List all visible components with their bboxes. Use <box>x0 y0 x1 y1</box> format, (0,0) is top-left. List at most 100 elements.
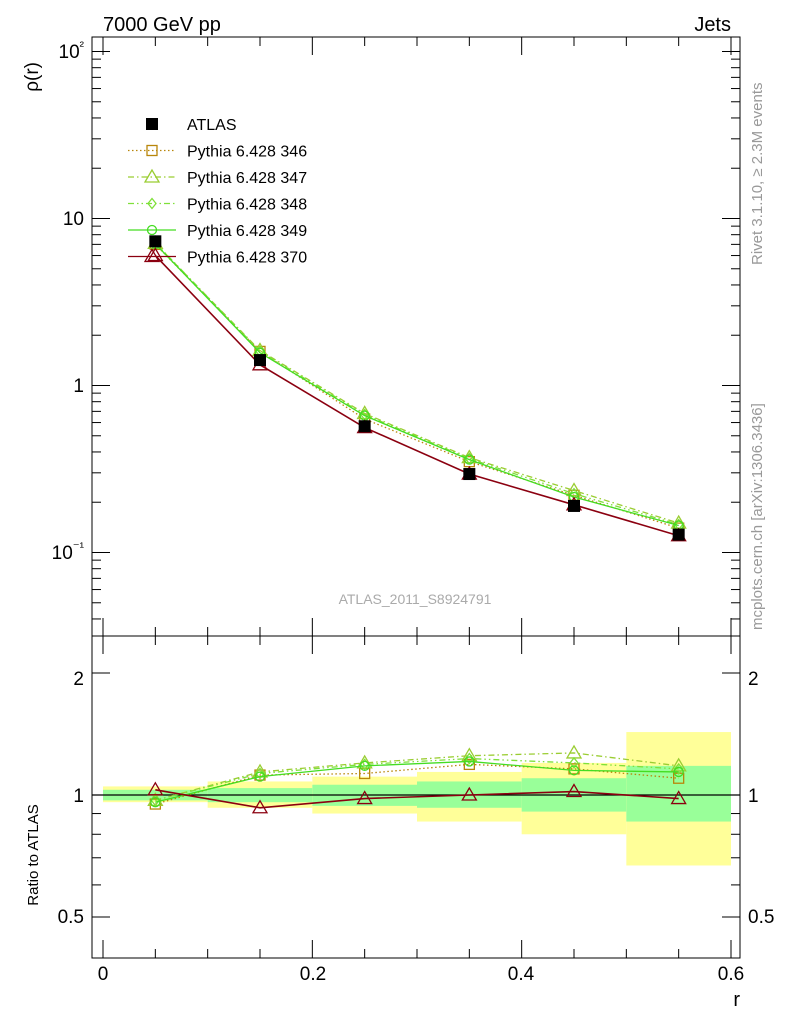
series-line <box>154 242 679 526</box>
ratio-data-point <box>673 766 684 778</box>
legend-label: Pythia 6.428 347 <box>187 170 307 187</box>
ratio-data-point <box>150 797 161 808</box>
ratio-series-line <box>155 757 679 801</box>
ratio-data-point <box>464 756 475 767</box>
ratio-series-pythia-6-428-370 <box>147 781 687 814</box>
ratio-data-point <box>147 781 164 796</box>
series-pythia-6-428-370 <box>147 247 687 542</box>
xtick-label-0.2: 0.2 <box>300 964 326 985</box>
ratio-data-point <box>254 769 266 781</box>
legend-entry: Pythia 6.428 348 <box>128 197 307 214</box>
legend-marker <box>146 224 158 236</box>
series-pythia-6-428-348 <box>150 236 684 531</box>
data-point <box>568 499 580 512</box>
data-point <box>464 454 475 465</box>
main-panel: ρ(r) 10⁻¹ 1 10 10² <box>22 36 741 637</box>
ratio-data-point <box>461 747 478 762</box>
xtick-label-0.4: 0.4 <box>508 964 535 985</box>
main-ticks <box>92 37 740 636</box>
legend-marker <box>147 197 157 210</box>
x-axis-label: r <box>733 989 740 1011</box>
xtick-label-0: 0 <box>98 964 109 985</box>
ratio-data-point <box>461 786 478 801</box>
ratio-data-point <box>569 756 579 769</box>
ratio-ytick-label-1: 1 <box>73 786 84 807</box>
ytick-label-1: 1 <box>73 376 84 397</box>
data-point <box>149 235 162 248</box>
ratio-data-point <box>568 763 580 775</box>
ratio-data-point <box>149 798 161 810</box>
ratio-series-line <box>155 760 679 803</box>
ratio-data-point <box>356 790 373 805</box>
legend-label: Pythia 6.428 370 <box>187 250 307 267</box>
legend-label: Pythia 6.428 348 <box>187 197 307 214</box>
main-series <box>147 235 687 542</box>
legend-marker <box>143 248 161 263</box>
ratio-series-line <box>155 752 679 801</box>
ytick-label-10: 10 <box>63 209 84 230</box>
ytick-label-100: 10² <box>59 38 85 63</box>
xtick-label-0.6: 0.6 <box>718 964 744 985</box>
ratio-ticks <box>92 636 740 958</box>
series-pythia-6-428-349 <box>150 238 684 531</box>
ratio-y-axis-label: Ratio to ATLAS <box>25 804 42 905</box>
legend-label: Pythia 6.428 346 <box>187 144 307 161</box>
ratio-data-point <box>359 760 370 772</box>
ratio-ytick-label-0.5: 0.5 <box>58 907 84 928</box>
ratio-data-point <box>254 771 266 782</box>
legend-label: ATLAS <box>187 117 237 134</box>
series-pythia-6-428-346 <box>149 238 685 534</box>
data-point <box>672 528 685 541</box>
uncertainty-bands <box>103 732 731 866</box>
series-pythia-6-428-347 <box>147 235 687 529</box>
legend: ATLAS Pythia 6.428 346 Pythia 6.428 347 Pyt… <box>128 117 307 267</box>
series-line <box>154 254 679 537</box>
ratio-data-point <box>670 757 687 772</box>
series-line <box>154 242 679 524</box>
legend-entry: ATLAS <box>146 117 237 134</box>
ratio-ytick-label-right-1: 1 <box>748 786 759 807</box>
ratio-data-point <box>670 790 687 805</box>
ratio-frame <box>91 635 741 959</box>
series-line <box>154 243 679 529</box>
ratio-ytick-label-2: 2 <box>73 669 84 690</box>
ratio-data-point <box>356 754 373 769</box>
legend-marker <box>146 118 158 130</box>
ratio-data-point <box>565 744 583 759</box>
data-point <box>358 420 371 433</box>
ratio-series-pythia-6-428-349 <box>150 756 684 808</box>
ratio-ytick-label-right-2: 2 <box>748 669 759 690</box>
mcplots-source-label: mcplots.cern.ch [arXiv:1306.3436] <box>749 403 766 630</box>
ratio-series-line <box>155 789 679 809</box>
data-point <box>254 354 266 367</box>
series-line <box>154 243 679 527</box>
series-atlas <box>149 235 685 541</box>
legend-entry: Pythia 6.428 349 <box>128 223 307 240</box>
legend-entry: Pythia 6.428 347 <box>128 168 307 187</box>
ratio-data-point <box>464 752 475 765</box>
data-point <box>147 247 164 262</box>
ratio-data-point <box>251 799 269 814</box>
legend-marker <box>143 168 161 183</box>
data-point <box>565 482 583 497</box>
ratio-data-point <box>463 758 475 771</box>
ratio-data-point <box>568 765 580 776</box>
ratio-panel: Ratio to ATLAS 2 1 0.5 2 1 0.5 0 0.2 0.4… <box>25 635 774 1011</box>
ratio-ytick-label-right-0.5: 0.5 <box>748 907 774 928</box>
rivet-version-label: Rivet 3.1.10, ≥ 2.3M events <box>749 83 766 266</box>
ytick-label-0.1: 10⁻¹ <box>52 539 85 564</box>
ratio-data-point <box>255 767 265 780</box>
data-point <box>463 468 476 481</box>
legend-entry: Pythia 6.428 346 <box>128 144 307 161</box>
y-axis-label: ρ(r) <box>22 62 43 92</box>
ratio-data-point <box>673 762 684 775</box>
legend-entry: Pythia 6.428 370 <box>128 248 307 267</box>
header-left: 7000 GeV pp <box>103 14 221 36</box>
ratio-series <box>147 744 687 814</box>
analysis-watermark: ATLAS_2011_S8924791 <box>339 591 492 607</box>
legend-marker <box>146 144 158 157</box>
legend-label: Pythia 6.428 349 <box>187 223 307 240</box>
header-right: Jets <box>694 14 731 36</box>
ratio-data-point <box>565 783 583 798</box>
